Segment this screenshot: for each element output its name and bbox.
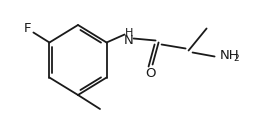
Text: 2: 2 <box>234 54 239 63</box>
Text: NH: NH <box>220 49 239 62</box>
Text: H: H <box>124 27 133 38</box>
Text: N: N <box>124 34 134 47</box>
Text: F: F <box>24 22 31 35</box>
Text: O: O <box>145 67 156 80</box>
